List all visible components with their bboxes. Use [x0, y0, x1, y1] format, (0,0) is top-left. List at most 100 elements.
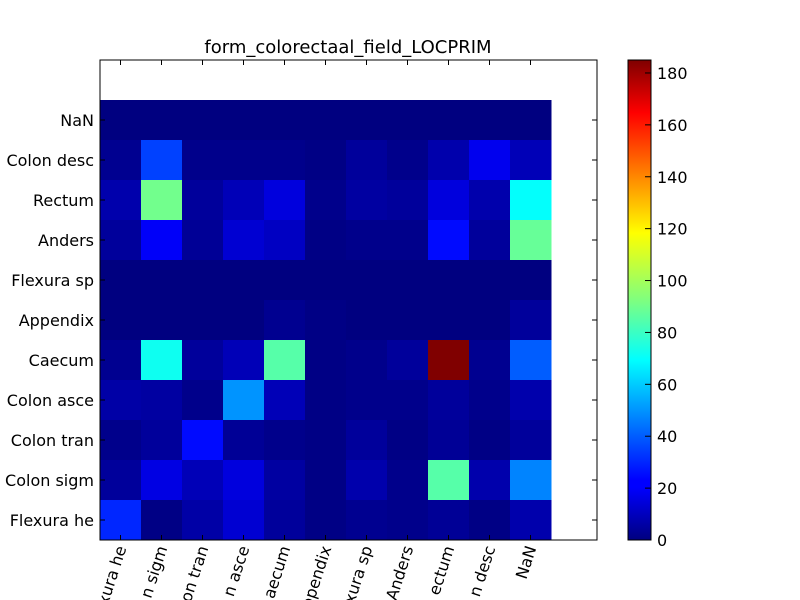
heatmap-cell: [387, 420, 429, 461]
heatmap-cell: [264, 140, 306, 181]
heatmap-cell: [264, 300, 306, 341]
heatmap-cell: [182, 140, 224, 181]
heatmap-cell: [387, 460, 429, 501]
heatmap-cell: [510, 420, 552, 461]
heatmap-cell: [182, 500, 224, 541]
y-tick-labels: NaN Colon desc Rectum Anders Flexura sp Appen…: [5, 111, 597, 530]
heatmap-cell: [305, 500, 347, 541]
heatmap-cell: [387, 260, 429, 301]
heatmap-cell: [428, 460, 470, 501]
heatmap-cell: [346, 100, 388, 141]
heatmap-cell: [428, 380, 470, 421]
heatmap-cell: [510, 140, 552, 181]
heatmap-cell: [346, 420, 388, 461]
heatmap-cell: [510, 380, 552, 421]
y-tick-label: Anders: [38, 231, 94, 250]
heatmap-cell: [428, 500, 470, 541]
heatmap-cell: [264, 420, 306, 461]
heatmap-cell: [428, 140, 470, 181]
heatmap-cell: [346, 260, 388, 301]
heatmap-cell: [305, 100, 347, 141]
heatmap-cell: [346, 220, 388, 261]
heatmap-cell: [264, 340, 306, 381]
heatmap-cell: [428, 100, 470, 141]
x-tick-label: xura he: [93, 543, 130, 600]
heatmap-cell: [264, 460, 306, 501]
heatmap-cell: [182, 220, 224, 261]
x-tick-label: on tran: [176, 543, 212, 600]
heatmap-cell: [305, 260, 347, 301]
heatmap-cell: [264, 380, 306, 421]
colorbar-tick-label: 120: [657, 220, 688, 239]
colorbar-gradient: [627, 59, 652, 541]
heatmap-cell: [305, 340, 347, 381]
heatmap-cell: [305, 140, 347, 181]
heatmap-cell: [469, 140, 511, 181]
heatmap-cell: [305, 300, 347, 341]
heatmap-cell: [346, 460, 388, 501]
y-tick-label: NaN: [60, 111, 94, 130]
colorbar-tick-label: 140: [657, 168, 688, 187]
heatmap-cell: [305, 420, 347, 461]
heatmap-cell: [100, 420, 142, 461]
heatmap-cell: [510, 180, 552, 221]
colorbar: 0 20 40 60 80 100 120 140 160 180: [627, 59, 688, 550]
heatmap-cell: [510, 500, 552, 541]
heatmap-cell: [100, 140, 142, 181]
heatmap-cell: [469, 260, 511, 301]
heatmap-cell: [469, 340, 511, 381]
heatmap-cell: [305, 220, 347, 261]
x-tick-label: ectum: [425, 543, 459, 597]
heatmap-cell: [387, 180, 429, 221]
plot-frame: [99, 59, 598, 541]
heatmap-cell: [182, 460, 224, 501]
heatmap-cell: [428, 220, 470, 261]
heatmap-cell: [223, 420, 265, 461]
heatmap-cell: [141, 260, 183, 301]
colorbar-tick-label: 20: [657, 479, 677, 498]
colorbar-tick-label: 180: [657, 64, 688, 83]
colorbar-tick-label: 60: [657, 375, 677, 394]
heatmap-cell: [141, 460, 183, 501]
y-tick-label: Flexura he: [10, 511, 94, 530]
heatmap-cell: [182, 100, 224, 141]
y-tick-label: Colon desc: [6, 151, 94, 170]
heatmap-cell: [100, 220, 142, 261]
heatmap-cell: [346, 340, 388, 381]
heatmap-cell: [346, 140, 388, 181]
heatmap-cell: [223, 500, 265, 541]
heatmap-cell: [141, 300, 183, 341]
heatmap-cell: [223, 180, 265, 221]
heatmap-cell: [510, 460, 552, 501]
colorbar-tick-labels: 0 20 40 60 80 100 120 140 160 180: [645, 64, 688, 550]
x-tick-label: n asce: [219, 543, 253, 598]
x-tick-label: aecum: [259, 543, 294, 600]
heatmap-cell: [182, 380, 224, 421]
heatmap-cell: [469, 300, 511, 341]
y-tick-label: Flexura sp: [11, 271, 94, 290]
heatmap-cell: [387, 140, 429, 181]
heatmap-cell: [346, 500, 388, 541]
colorbar-tick-label: 0: [657, 531, 667, 550]
heatmap-cell: [305, 460, 347, 501]
heatmap-cell: [223, 300, 265, 341]
heatmap-cell: [346, 380, 388, 421]
heatmap-cell: [182, 180, 224, 221]
heatmap-cell: [264, 100, 306, 141]
heatmap-cell: [346, 180, 388, 221]
heatmap-cell: [428, 300, 470, 341]
heatmap-cell: [223, 460, 265, 501]
heatmap-cell: [100, 340, 142, 381]
heatmap-cell: [469, 180, 511, 221]
heatmap-cell: [141, 140, 183, 181]
heatmap-cell: [100, 100, 142, 141]
x-tick-label: n sigm: [137, 543, 172, 600]
heatmap-cell: [387, 220, 429, 261]
heatmap-cell: [182, 340, 224, 381]
heatmap-cell: [387, 300, 429, 341]
heatmap-cell: [223, 140, 265, 181]
heatmap-cell: [141, 220, 183, 261]
y-tick-label: Caecum: [29, 351, 94, 370]
colorbar-tick-label: 40: [657, 427, 677, 446]
